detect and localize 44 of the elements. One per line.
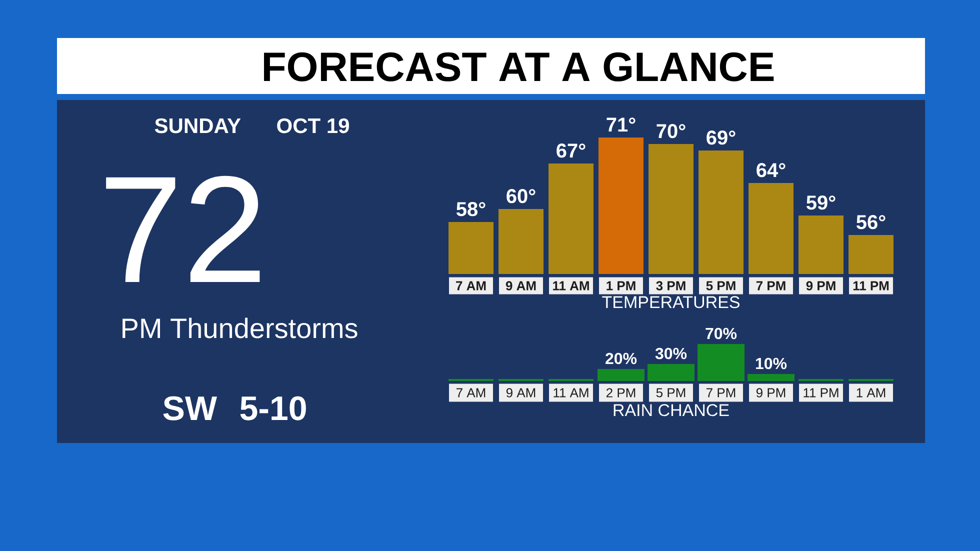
data-label: 71° — [606, 118, 636, 132]
x-tick-label: 3 PM — [656, 281, 686, 290]
x-tick-label: 9 PM — [806, 281, 836, 290]
x-tick-label: 2 PM — [606, 388, 636, 398]
data-label: 70% — [706, 328, 737, 340]
x-tick-label: 9 AM — [506, 281, 536, 290]
x-tick-label: 11 AM — [554, 388, 588, 398]
x-tick-label: 11 PM — [804, 388, 838, 398]
x-tick-label: 7 AM — [456, 281, 486, 290]
data-label: 58° — [456, 202, 486, 216]
x-tick-label: 1 AM — [856, 388, 886, 398]
text: SUNDAY — [154, 118, 241, 134]
x-tick-label: 11 AM — [553, 281, 589, 290]
bar — [648, 364, 695, 381]
x-tick-label: 5 PM — [706, 281, 736, 290]
text: OCT 19 — [277, 118, 349, 134]
data-label: 30% — [655, 348, 687, 360]
data-label: 20% — [606, 352, 637, 364]
x-tick-label: 9 PM — [756, 388, 786, 398]
text: TEMPERATURES — [602, 296, 740, 308]
data-label: 67° — [556, 144, 586, 158]
data-label: 70° — [656, 124, 686, 138]
bar — [698, 344, 745, 381]
data-label: 69° — [706, 130, 736, 145]
x-tick-label: 11 PM — [853, 281, 889, 290]
x-tick-label: 1 PM — [606, 281, 636, 290]
text: 72 — [106, 176, 260, 282]
x-tick-label: 5 PM — [656, 388, 686, 398]
text: RAIN CHANCE — [614, 404, 729, 416]
text: SW — [163, 396, 218, 420]
text: FORECAST AT A GLANCE — [264, 52, 774, 82]
x-tick-label: 7 AM — [456, 388, 486, 398]
text: 5-10 — [240, 396, 306, 420]
text: PM Thunderstorms — [122, 318, 358, 338]
bar — [598, 369, 645, 381]
bar — [748, 374, 795, 381]
data-label: 56° — [856, 215, 886, 230]
data-label: 10% — [756, 358, 787, 370]
x-tick-label: 9 AM — [506, 388, 536, 398]
data-label: 64° — [756, 163, 786, 178]
x-tick-label: 7 PM — [706, 388, 736, 398]
data-label: 60° — [506, 189, 536, 204]
data-label: 59° — [806, 196, 836, 210]
x-tick-label: 7 PM — [756, 281, 786, 290]
